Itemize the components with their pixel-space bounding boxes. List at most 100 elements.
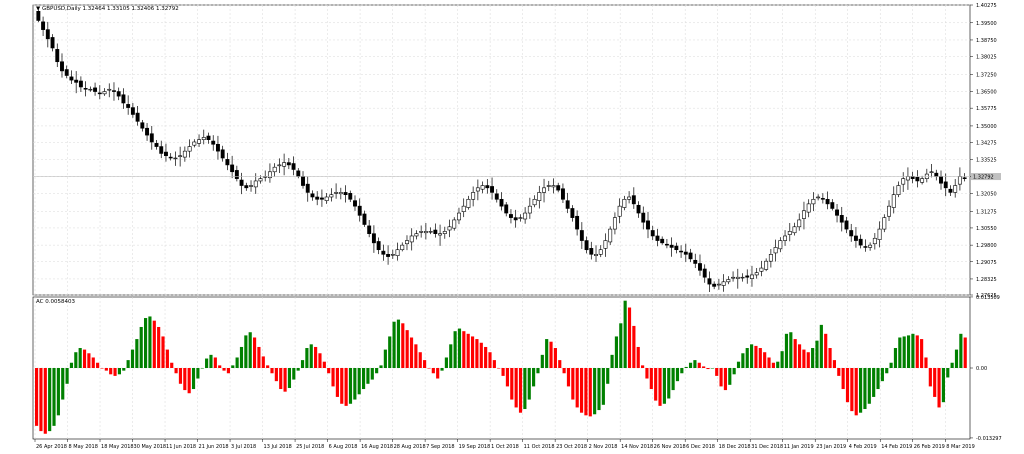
ac-bar: [335, 368, 339, 397]
candle-body: [754, 272, 759, 276]
ac-bar: [928, 368, 932, 387]
time-axis: 26 Apr 2018 8 May 2018 18 May 2018 30 May 2…: [34, 439, 975, 450]
candle-body: [546, 185, 551, 187]
candle-body: [197, 139, 201, 144]
ac-bar: [806, 352, 810, 368]
candle-body: [920, 178, 925, 183]
ac-bar: [641, 365, 645, 368]
ac-bar: [828, 348, 832, 368]
time-tick-label: 4 Feb 2019: [849, 444, 877, 450]
candle-body: [957, 176, 962, 185]
ac-bar: [745, 348, 749, 368]
candle-body: [211, 140, 216, 145]
time-tick-label: 7 Sep 2018: [426, 444, 455, 450]
time-tick-label: 19 Sep 2018: [459, 444, 491, 450]
candle-body: [74, 79, 79, 83]
price-tick-label: 1.28325: [976, 277, 997, 283]
ac-bar: [318, 353, 322, 368]
candle-body: [55, 49, 60, 63]
ac-bar: [802, 349, 806, 368]
symbol-menu-arrow-icon: ▼: [36, 6, 42, 12]
candle-body: [154, 143, 159, 147]
symbol-label: GBPUSD,Daily: [42, 6, 82, 12]
ac-bar: [636, 346, 640, 368]
indicator-axis: 0.013509 0.00 -0.013297: [970, 295, 1002, 442]
candle-body: [953, 185, 958, 193]
candle-body: [797, 219, 802, 228]
candle-body: [135, 112, 140, 122]
ac-bar: [654, 368, 658, 401]
ac-bar: [959, 333, 963, 368]
candle-body: [598, 249, 603, 255]
candle-body: [783, 235, 788, 241]
price-tick-label: 1.30550: [976, 226, 997, 232]
ac-indicator-pane[interactable]: 0.013509 0.00 -0.013297 AC 0.0058403: [32, 295, 1002, 442]
candle-body: [178, 155, 183, 157]
ac-bar: [296, 368, 300, 371]
price-pane[interactable]: 1.40275 1.39500 1.38750 1.38025 1.37250 1.365…: [32, 3, 1001, 299]
candle-body: [494, 193, 499, 200]
candle-body: [102, 91, 107, 95]
ac-bar: [187, 368, 191, 394]
ac-bar: [48, 368, 52, 432]
ac-bar: [305, 348, 309, 368]
candle-body: [324, 196, 329, 201]
ac-bar: [558, 360, 562, 368]
ac-bar: [784, 333, 789, 368]
ac-bar: [767, 357, 771, 368]
ac-bar: [562, 368, 566, 374]
candle-body: [64, 69, 69, 76]
ac-bar: [43, 368, 47, 434]
price-tick-label: 1.35775: [976, 106, 997, 112]
price-tick-label: 1.33525: [976, 158, 997, 164]
ac-bar: [327, 368, 331, 374]
candle-body: [126, 104, 131, 108]
candle-body: [149, 133, 154, 143]
ac-bar: [675, 368, 680, 382]
ac-bar: [789, 332, 793, 368]
candle-body: [891, 194, 896, 208]
ac-bars: [35, 300, 967, 434]
ac-bar: [566, 368, 571, 387]
ac-bar: [893, 348, 898, 368]
ac-bar: [135, 339, 139, 368]
ac-bar: [815, 340, 819, 368]
candle-body: [97, 92, 102, 95]
ac-bar: [257, 346, 261, 368]
candle-body: [428, 231, 433, 233]
candle-body: [471, 192, 476, 200]
candle-body: [258, 178, 263, 182]
candle-body: [310, 193, 315, 198]
price-tick-label: 1.27625: [976, 293, 997, 299]
candle-body: [272, 166, 277, 173]
price-tick-label: 1.31275: [976, 209, 997, 215]
ac-bar: [157, 326, 161, 368]
ac-bar: [152, 320, 156, 368]
ac-bar: [662, 368, 666, 404]
ac-bar: [379, 365, 383, 368]
candle-body: [343, 192, 348, 196]
ac-bar: [863, 368, 867, 410]
ac-bar: [553, 348, 557, 368]
ac-bar: [130, 349, 135, 368]
time-tick-label: 8 Mar 2019: [946, 444, 975, 450]
candle-body: [768, 254, 773, 262]
ac-bar: [536, 368, 540, 374]
candle-body: [239, 179, 244, 186]
candle-body: [575, 215, 580, 230]
candle-body: [839, 215, 844, 223]
ac-bar: [571, 368, 575, 400]
candle-body: [622, 198, 627, 208]
candle-body: [962, 177, 967, 179]
ac-bar: [645, 368, 649, 379]
candle-body: [457, 212, 461, 221]
candle-body: [617, 205, 622, 217]
ac-bar: [911, 333, 915, 368]
ac-bar: [667, 368, 671, 399]
candle-body: [896, 185, 901, 196]
time-tick-label: 14 Feb 2019: [881, 444, 912, 450]
candle-body: [735, 276, 740, 279]
ac-bar: [706, 368, 710, 370]
candle-body: [452, 219, 457, 229]
candle-body: [589, 248, 594, 255]
